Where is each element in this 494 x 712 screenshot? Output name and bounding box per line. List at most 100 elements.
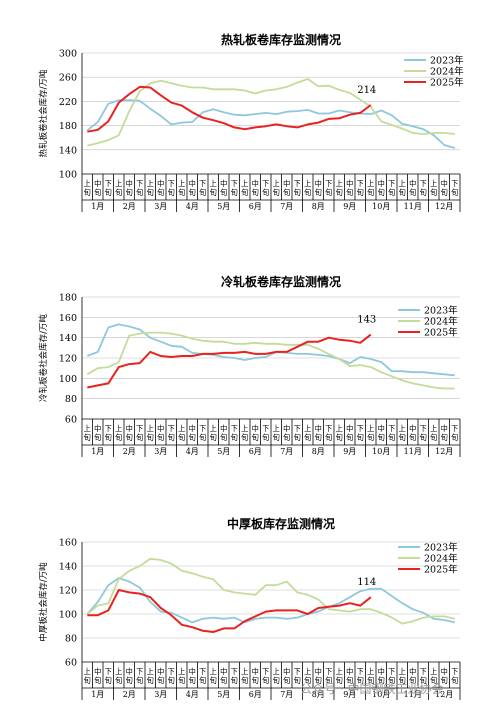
legend-entry: 2025年 [424, 327, 458, 339]
y-tick-label: 120 [59, 586, 77, 597]
x-tick-label: 上 [399, 667, 406, 676]
y-tick-label: 100 [59, 170, 77, 181]
x-tick-label: 旬 [157, 188, 164, 197]
x-tick-label: 旬 [378, 676, 385, 685]
month-label: 1月 [91, 447, 104, 456]
x-tick-label: 旬 [126, 433, 133, 442]
chart-3: 中厚板库存监测情况中厚板社会库存/万吨6080100120140160上旬中旬下… [38, 516, 461, 700]
chart-title: 热轧板卷库存监测情况 [221, 32, 341, 47]
y-axis-label: 热轧板卷社会库存/万吨 [38, 69, 49, 157]
x-tick-label: 下 [199, 667, 206, 676]
x-tick-label: 旬 [262, 433, 269, 442]
x-tick-label: 上 [178, 667, 185, 676]
series-line-2023年 [86, 99, 456, 149]
x-tick-label: 上 [178, 179, 185, 188]
month-label: 9月 [343, 202, 356, 211]
x-tick-label: 中 [346, 179, 353, 188]
x-tick-label: 旬 [252, 676, 259, 685]
x-tick-label: 旬 [147, 676, 154, 685]
x-tick-label: 旬 [409, 676, 416, 685]
series-line-2024年 [86, 331, 455, 390]
x-tick-label: 上 [273, 424, 280, 433]
x-tick-label: 下 [325, 179, 332, 188]
month-label: 10月 [372, 447, 390, 456]
x-tick-label: 旬 [262, 188, 269, 197]
legend-entry: 2024年 [430, 66, 464, 78]
x-tick-label: 旬 [325, 188, 332, 197]
x-tick-label: 上 [304, 424, 311, 433]
x-tick-label: 旬 [283, 188, 290, 197]
y-tick-label: 300 [59, 49, 77, 60]
x-tick-label: 下 [294, 424, 301, 433]
x-tick-label: 旬 [241, 433, 248, 442]
x-tick-label: 旬 [304, 188, 311, 197]
x-tick-label: 下 [136, 667, 143, 676]
x-tick-label: 下 [136, 179, 143, 188]
x-tick-label: 旬 [325, 676, 332, 685]
x-tick-label: 中 [315, 667, 322, 676]
x-tick-label: 中 [252, 424, 259, 433]
x-tick-label: 旬 [220, 433, 227, 442]
month-label: 6月 [249, 202, 262, 211]
x-tick-label: 下 [451, 179, 458, 188]
month-label: 12月 [435, 690, 453, 699]
data-label: 143 [357, 315, 376, 326]
y-tick-label: 80 [65, 394, 77, 405]
x-tick-label: 旬 [168, 433, 175, 442]
month-label: 9月 [343, 447, 356, 456]
x-tick-label: 中 [441, 179, 448, 188]
month-label: 5月 [217, 447, 230, 456]
x-tick-label: 上 [336, 424, 343, 433]
x-tick-label: 下 [420, 667, 427, 676]
x-tick-label: 旬 [115, 188, 122, 197]
x-tick-label: 旬 [336, 188, 343, 197]
x-tick-label: 旬 [399, 188, 406, 197]
x-tick-label: 旬 [441, 188, 448, 197]
legend-entry: 2025年 [424, 564, 458, 576]
x-tick-label: 旬 [220, 676, 227, 685]
y-tick-label: 80 [65, 634, 77, 645]
x-tick-label: 旬 [451, 433, 458, 442]
x-tick-label: 中 [220, 179, 227, 188]
x-tick-label: 中 [94, 424, 101, 433]
month-label: 8月 [312, 690, 325, 699]
x-tick-label: 旬 [126, 188, 133, 197]
series-line-2025年 [87, 85, 372, 133]
y-tick-label: 260 [59, 73, 77, 84]
data-label: 214 [357, 85, 376, 96]
x-tick-label: 旬 [168, 188, 175, 197]
x-tick-label: 旬 [178, 433, 185, 442]
y-tick-label: 160 [59, 313, 77, 324]
x-tick-label: 旬 [388, 188, 395, 197]
legend-entry: 2024年 [424, 316, 458, 328]
y-tick-label: 100 [59, 374, 77, 385]
x-tick-label: 中 [378, 179, 385, 188]
y-tick-label: 60 [65, 658, 77, 669]
x-tick-label: 旬 [346, 676, 353, 685]
month-label: 4月 [186, 202, 199, 211]
x-tick-label: 旬 [357, 433, 364, 442]
month-label: 3月 [154, 690, 167, 699]
month-label: 6月 [249, 690, 262, 699]
x-tick-label: 中 [252, 667, 259, 676]
x-tick-label: 旬 [199, 433, 206, 442]
x-tick-label: 上 [147, 179, 154, 188]
x-tick-label: 上 [210, 179, 217, 188]
series-line-2024年 [86, 557, 456, 625]
x-tick-label: 上 [430, 667, 437, 676]
x-tick-label: 旬 [84, 433, 91, 442]
x-tick-label: 旬 [441, 676, 448, 685]
x-tick-label: 旬 [315, 433, 322, 442]
x-tick-label: 下 [262, 179, 269, 188]
month-label: 8月 [312, 202, 325, 211]
x-tick-label: 上 [147, 667, 154, 676]
x-tick-label: 下 [231, 667, 238, 676]
x-tick-label: 下 [420, 179, 427, 188]
month-label: 10月 [372, 690, 390, 699]
x-tick-label: 旬 [231, 433, 238, 442]
x-tick-label: 旬 [430, 433, 437, 442]
x-tick-label: 下 [357, 667, 364, 676]
x-tick-label: 中 [189, 424, 196, 433]
